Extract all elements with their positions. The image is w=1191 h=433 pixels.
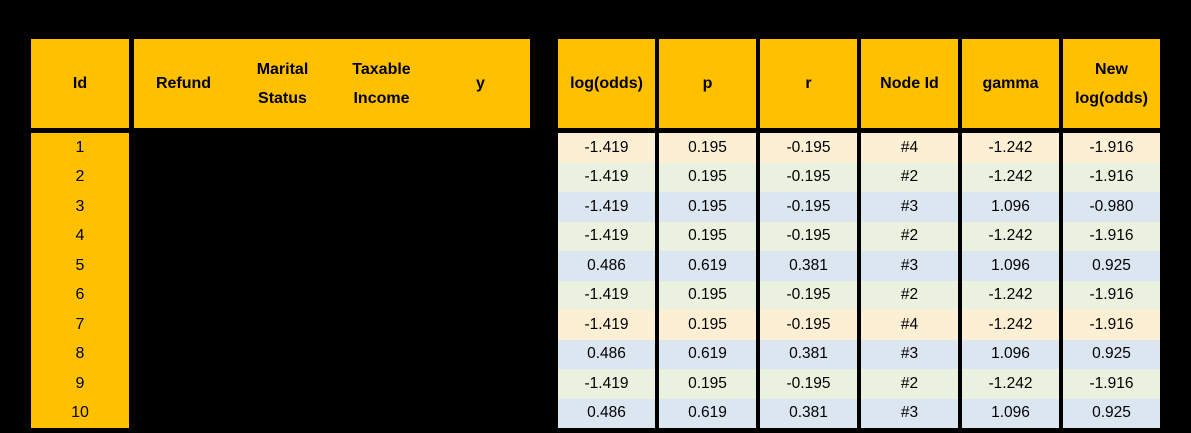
table-cell: #3 bbox=[861, 339, 958, 369]
table-cell: 0.619 bbox=[659, 398, 756, 428]
table-cell: -1.419 bbox=[558, 280, 655, 310]
table-cell: 0.195 bbox=[659, 280, 756, 310]
table-cell: 0.925 bbox=[1063, 339, 1160, 369]
column-divider bbox=[129, 39, 134, 128]
table-cell: -1.916 bbox=[1063, 162, 1160, 192]
table-cell: #4 bbox=[861, 133, 958, 163]
id-cell: 9 bbox=[31, 369, 129, 399]
id-cell: 10 bbox=[31, 398, 129, 428]
table-cell: #2 bbox=[861, 369, 958, 399]
column-header-p: p bbox=[659, 39, 756, 128]
table-cell: -1.916 bbox=[1063, 369, 1160, 399]
column-header-y: y bbox=[431, 39, 530, 128]
table-cell: #3 bbox=[861, 192, 958, 222]
table-cell: #2 bbox=[861, 221, 958, 251]
id-cell: 1 bbox=[31, 133, 129, 163]
redacted-data-area bbox=[129, 133, 530, 428]
table-cell: 0.925 bbox=[1063, 251, 1160, 281]
table-cell: 0.381 bbox=[760, 339, 857, 369]
table-cell: -1.419 bbox=[558, 162, 655, 192]
column-header-refund: Refund bbox=[134, 39, 233, 128]
table-cell: 0.195 bbox=[659, 369, 756, 399]
table-cell: -1.916 bbox=[1063, 310, 1160, 340]
input-table-body: 1 2 3 4 5 6 7 8 9 10 bbox=[31, 133, 530, 428]
results-table-header-row: log(odds) p r Node Id gamma New log(odds… bbox=[558, 39, 1160, 128]
table-cell: -0.195 bbox=[760, 369, 857, 399]
table-cell: #2 bbox=[861, 280, 958, 310]
table-cell: -0.195 bbox=[760, 192, 857, 222]
table-cell: 0.195 bbox=[659, 310, 756, 340]
table-cell: -0.195 bbox=[760, 280, 857, 310]
table-cell: -1.419 bbox=[558, 369, 655, 399]
table-cell: -1.242 bbox=[962, 133, 1059, 163]
table-cell: -1.419 bbox=[558, 192, 655, 222]
table-cell: -1.242 bbox=[962, 221, 1059, 251]
id-cell: 2 bbox=[31, 162, 129, 192]
column-header-taxable-income: Taxable Income bbox=[332, 39, 431, 128]
table-cell: 1.096 bbox=[962, 192, 1059, 222]
table-cell: 0.381 bbox=[760, 251, 857, 281]
table-cell: -0.980 bbox=[1063, 192, 1160, 222]
results-table: log(odds) p r Node Id gamma New log(odds… bbox=[558, 39, 1160, 428]
table-cell: -1.419 bbox=[558, 310, 655, 340]
table-cell: 0.486 bbox=[558, 339, 655, 369]
table-cell: -1.419 bbox=[558, 133, 655, 163]
table-cell: -0.195 bbox=[760, 162, 857, 192]
table-cell: 1.096 bbox=[962, 251, 1059, 281]
table-cell: -0.195 bbox=[760, 221, 857, 251]
table-cell: -1.916 bbox=[1063, 280, 1160, 310]
results-table-body: -1.419 0.195 -0.195 #4 -1.242 -1.916 -1.419 0.1… bbox=[558, 133, 1160, 428]
table-cell: 0.195 bbox=[659, 192, 756, 222]
column-header-node-id: Node Id bbox=[861, 39, 958, 128]
column-header-log-odds: log(odds) bbox=[558, 39, 655, 128]
column-header-new-log-odds: New log(odds) bbox=[1063, 39, 1160, 128]
column-header-marital-status: Marital Status bbox=[233, 39, 332, 128]
id-cell: 7 bbox=[31, 310, 129, 340]
column-header-id: Id bbox=[31, 39, 129, 128]
table-cell: -1.916 bbox=[1063, 133, 1160, 163]
input-data-table: Id Refund Marital Status Taxable Income … bbox=[31, 39, 530, 428]
table-cell: 0.619 bbox=[659, 251, 756, 281]
table-cell: -1.242 bbox=[962, 280, 1059, 310]
table-cell: #3 bbox=[861, 398, 958, 428]
table-cell: #2 bbox=[861, 162, 958, 192]
table-cell: -0.195 bbox=[760, 310, 857, 340]
table-cell: -1.242 bbox=[962, 162, 1059, 192]
id-cell: 8 bbox=[31, 339, 129, 369]
table-cell: -1.916 bbox=[1063, 221, 1160, 251]
table-cell: -1.242 bbox=[962, 310, 1059, 340]
table-cell: 0.195 bbox=[659, 221, 756, 251]
table-cell: 0.619 bbox=[659, 339, 756, 369]
column-header-r: r bbox=[760, 39, 857, 128]
id-cell: 3 bbox=[31, 192, 129, 222]
table-cell: #3 bbox=[861, 251, 958, 281]
table-cell: 0.381 bbox=[760, 398, 857, 428]
input-table-header-row: Id Refund Marital Status Taxable Income … bbox=[31, 39, 530, 128]
table-cell: -1.419 bbox=[558, 221, 655, 251]
table-cell: 1.096 bbox=[962, 398, 1059, 428]
column-header-gamma: gamma bbox=[962, 39, 1059, 128]
id-cell: 5 bbox=[31, 251, 129, 281]
table-cell: 0.925 bbox=[1063, 398, 1160, 428]
feature-headers-group: Refund Marital Status Taxable Income y bbox=[134, 39, 530, 128]
table-cell: 0.486 bbox=[558, 398, 655, 428]
id-cell: 6 bbox=[31, 280, 129, 310]
id-cell: 4 bbox=[31, 221, 129, 251]
table-cell: 0.195 bbox=[659, 133, 756, 163]
id-column-body: 1 2 3 4 5 6 7 8 9 10 bbox=[31, 133, 129, 428]
table-cell: 1.096 bbox=[962, 339, 1059, 369]
table-cell: 0.486 bbox=[558, 251, 655, 281]
table-cell: -0.195 bbox=[760, 133, 857, 163]
table-cell: 0.195 bbox=[659, 162, 756, 192]
table-cell: -1.242 bbox=[962, 369, 1059, 399]
table-cell: #4 bbox=[861, 310, 958, 340]
